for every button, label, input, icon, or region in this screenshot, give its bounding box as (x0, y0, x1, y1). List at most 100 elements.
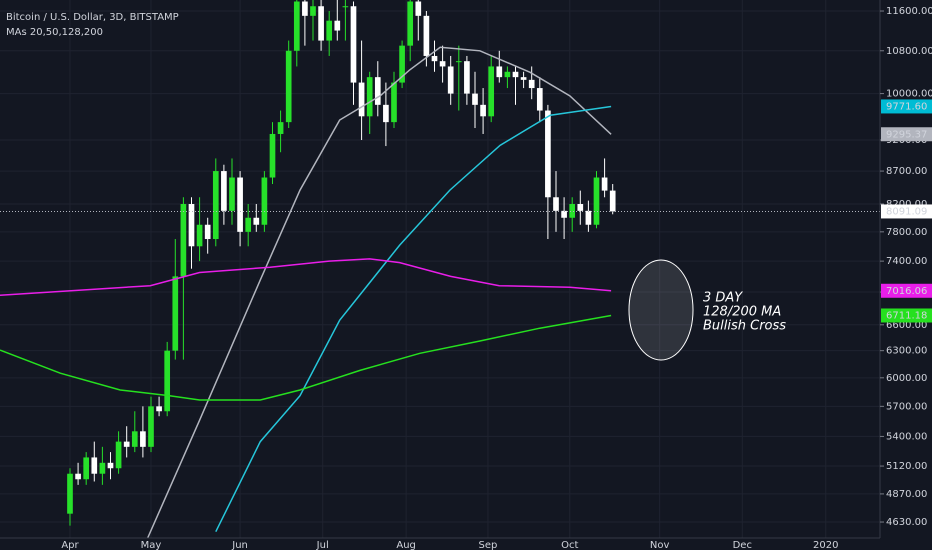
candle-body (342, 6, 349, 8)
candle-body (253, 217, 260, 225)
candle-body (504, 71, 511, 78)
candle-body (601, 177, 608, 191)
candle-body (512, 71, 519, 78)
candle-body (383, 104, 389, 123)
y-tick-label: 6300.00 (886, 346, 927, 357)
chart-subtitle: MAs 20,50,128,200 (6, 27, 103, 38)
x-tick-label: Oct (561, 540, 578, 550)
candle-body (536, 88, 543, 111)
axes: 4630.00 4870.00 5120.00 5400.00 5700.00 6000.… (61, 6, 932, 550)
candle-body (67, 473, 73, 514)
candle-body (326, 20, 333, 41)
annotation-text: 128/200 MA (703, 305, 781, 320)
candle-body (553, 197, 559, 211)
price-label: 9771.60 (886, 101, 927, 112)
price-label: 8091.09 (886, 206, 927, 217)
candle-body (261, 177, 268, 225)
candle-body (148, 406, 154, 447)
annotation-text: 3 DAY (703, 291, 743, 306)
candle-body (520, 77, 527, 80)
candle-body (188, 204, 195, 247)
candle-body (212, 171, 219, 240)
price-label: 9295.37 (886, 129, 927, 140)
annotation-ellipse (628, 259, 694, 361)
candle-body (75, 473, 81, 480)
x-tick-label: 2020 (813, 540, 838, 550)
candle-body (431, 55, 438, 62)
candle-body (415, 1, 422, 16)
candle-body (115, 441, 122, 469)
candle-body (269, 133, 276, 178)
candle-body (455, 61, 462, 63)
price-label-bg (881, 127, 932, 142)
price-label-bg (881, 283, 932, 298)
annotation-text: Bullish Cross (703, 319, 786, 334)
candle-body (439, 61, 446, 67)
candle-body (318, 6, 324, 41)
candle-body (164, 350, 171, 412)
y-tick-label: 7400.00 (886, 256, 927, 267)
candle-body (561, 210, 567, 218)
candle-body (374, 77, 381, 105)
candle-body (99, 462, 106, 474)
candle-body (107, 462, 114, 469)
price-label-bg (881, 204, 932, 219)
y-tick-label: 10800.00 (886, 46, 932, 57)
y-tick-label: 5400.00 (886, 431, 927, 442)
candle-body (609, 190, 616, 212)
candle-body (237, 177, 243, 232)
candle-body (277, 122, 284, 134)
x-tick-label: May (141, 540, 162, 550)
candle-body (423, 15, 430, 56)
candle-body (285, 50, 292, 123)
candle-body (593, 177, 600, 225)
candle-body (196, 224, 203, 247)
candle-body (464, 61, 470, 94)
candle-body (391, 82, 397, 123)
candle-body (131, 431, 138, 447)
chart-title: Bitcoin / U.S. Dollar, 3D, BITSTAMP (6, 12, 179, 23)
y-tick-label: 6600.00 (886, 320, 927, 331)
y-tick-label: 4870.00 (886, 489, 927, 500)
price-label-bg (881, 99, 932, 114)
candle-body (488, 66, 495, 117)
candle-body (172, 276, 179, 351)
candle-body (358, 82, 365, 117)
x-tick-label: Apr (61, 540, 79, 550)
candle-body (569, 204, 576, 218)
candle-body (91, 457, 98, 474)
x-tick-label: Nov (650, 540, 670, 550)
price-label: 7016.06 (886, 286, 927, 297)
candle-body (447, 66, 454, 94)
candle-body (350, 6, 357, 83)
y-tick-label: 5120.00 (886, 461, 927, 472)
x-tick-label: Jun (231, 540, 248, 550)
candle-body (577, 204, 584, 211)
candle-body (83, 457, 90, 480)
candle-body (399, 45, 405, 83)
price-label-bg (881, 308, 932, 323)
moving-average-line (0, 314, 612, 401)
candle-body (585, 210, 592, 225)
y-tick-label: 8700.00 (886, 166, 927, 177)
candle-body (140, 431, 146, 447)
grid (0, 0, 880, 538)
candle-body (221, 171, 227, 211)
candle-body (310, 6, 316, 16)
price-label: 6711.18 (886, 310, 927, 321)
x-tick-label: Jul (316, 540, 329, 550)
candle-body (123, 441, 130, 447)
y-tick-label: 7800.00 (886, 227, 927, 238)
y-tick-label: 6000.00 (886, 373, 927, 384)
x-tick-label: Aug (396, 540, 416, 550)
moving-average-line (215, 105, 612, 533)
y-tick-label: 10000.00 (886, 89, 932, 100)
candle-body (528, 79, 535, 89)
y-tick-label: 4630.00 (886, 517, 927, 528)
candle-body (156, 406, 162, 412)
candle-body (293, 1, 300, 51)
candle-body (366, 77, 373, 117)
candle-body (229, 177, 235, 211)
moving-average-line (0, 258, 612, 296)
